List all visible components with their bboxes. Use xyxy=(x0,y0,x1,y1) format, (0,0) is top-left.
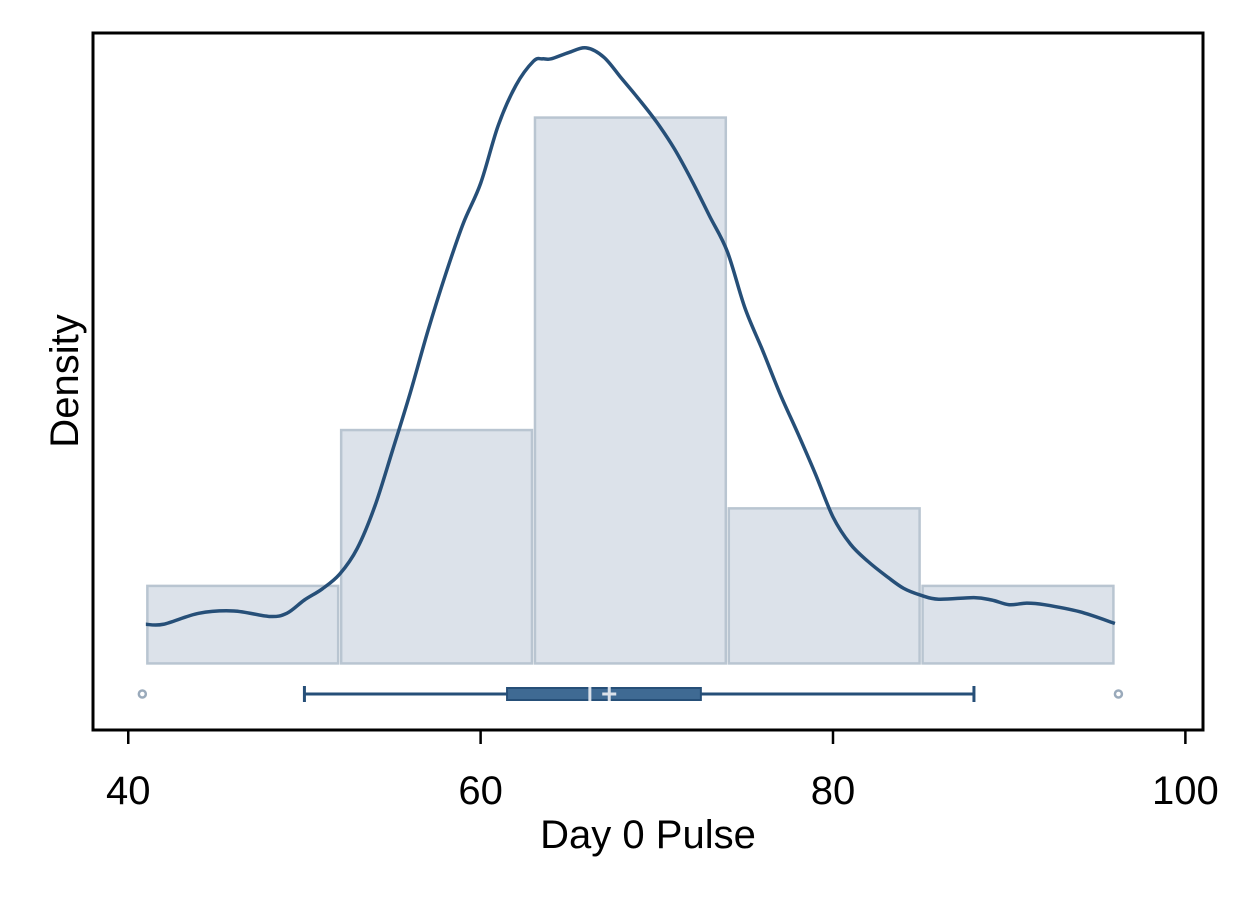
histogram-bar xyxy=(339,428,534,665)
boxplot-outlier xyxy=(137,689,148,699)
histogram-bar xyxy=(533,116,728,665)
density-curve-layer xyxy=(145,46,1116,627)
histogram-bars xyxy=(146,116,1115,665)
plot-frame xyxy=(91,31,1205,732)
x-tick-label: 100 xyxy=(1152,769,1219,813)
density-curve xyxy=(145,46,1116,627)
x-tick-label: 80 xyxy=(811,769,856,813)
boxplot xyxy=(137,686,1124,702)
x-axis-label: Day 0 Pulse xyxy=(540,813,756,857)
x-tick-label: 60 xyxy=(458,769,503,813)
y-axis-label: Density xyxy=(43,314,87,447)
x-tick-label: 40 xyxy=(106,769,151,813)
histogram-bar xyxy=(727,507,921,665)
x-axis: 40 60 80 100 xyxy=(106,730,1219,813)
boxplot-outlier xyxy=(1113,689,1124,699)
